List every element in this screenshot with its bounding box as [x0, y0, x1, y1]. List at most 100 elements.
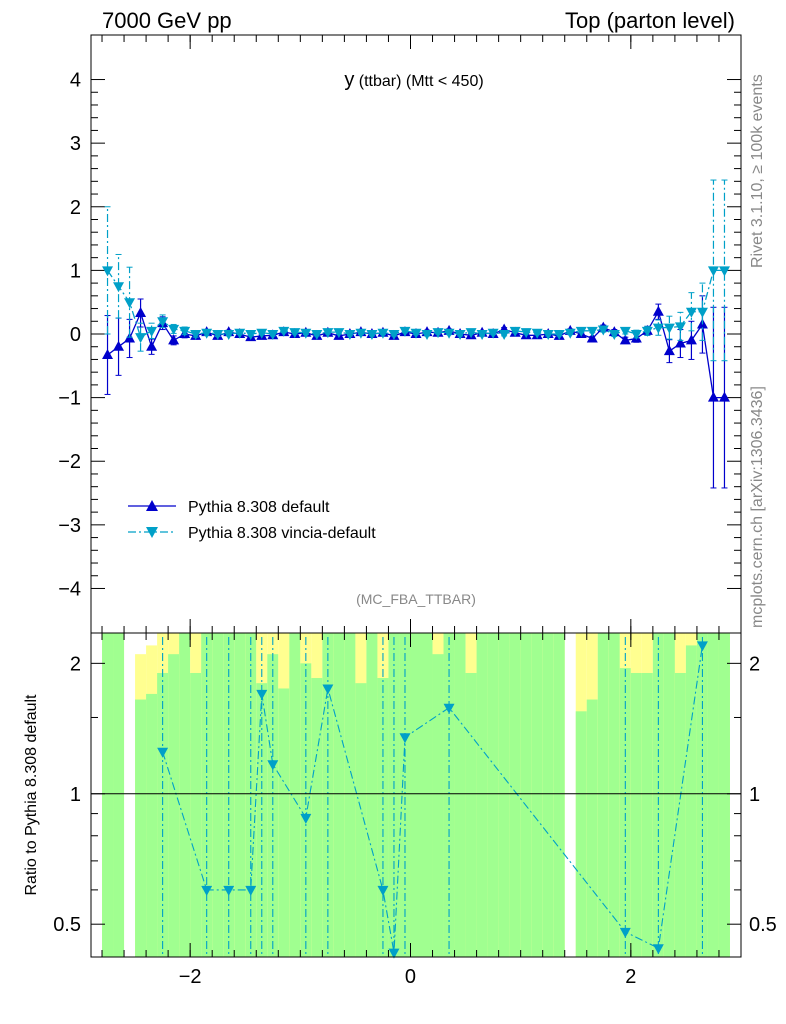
ratio-ytick-label-right: 0.5	[749, 914, 777, 936]
data-marker-1	[102, 266, 114, 277]
data-marker-1	[685, 307, 697, 318]
main-ytick-label: −1	[58, 388, 81, 410]
stat-band	[696, 633, 708, 957]
data-marker-0	[685, 334, 697, 345]
data-marker-1	[201, 328, 213, 339]
data-marker-0	[102, 348, 114, 359]
legend-marker-vincia	[146, 527, 158, 538]
stat-band	[267, 654, 279, 957]
ratio-marker	[443, 703, 455, 714]
ratio-ytick-label-left: 2	[70, 653, 81, 675]
stat-band	[575, 711, 587, 957]
data-marker-1	[630, 330, 642, 340]
data-marker-0	[663, 345, 675, 356]
data-marker-0	[113, 340, 125, 351]
ratio-marker	[245, 885, 257, 896]
legend-label-vincia: Pythia 8.308 vincia-default	[188, 525, 376, 542]
data-marker-1	[333, 328, 345, 339]
data-marker-1	[179, 326, 191, 337]
data-marker-1	[300, 328, 312, 339]
ratio-xtick-label: 2	[625, 966, 636, 988]
data-marker-1	[124, 298, 136, 309]
ratio-bands	[102, 633, 730, 957]
stat-band	[113, 633, 125, 957]
main-ytick-label: 3	[70, 133, 81, 155]
ratio-marker	[696, 641, 708, 652]
stat-band	[322, 633, 334, 957]
main-title: y (ttbar) (Mtt < 450)	[344, 69, 483, 91]
stat-band	[674, 672, 686, 957]
data-marker-1	[168, 324, 180, 335]
stat-band	[465, 672, 477, 957]
data-marker-1	[190, 330, 202, 340]
mcplots-label: mcplots.cern.ch [arXiv:1306.3436]	[749, 386, 766, 628]
ratio-ytick-label-right: 2	[749, 653, 760, 675]
data-marker-1	[608, 330, 620, 340]
ratio-ytick-label-left: 1	[70, 784, 81, 806]
main-ytick-label: −2	[58, 451, 81, 473]
data-marker-1	[487, 328, 499, 339]
stat-band	[454, 633, 466, 957]
main-ytick-label: −4	[58, 578, 81, 600]
ratio-marker	[652, 944, 664, 955]
stat-band	[531, 633, 543, 957]
ratio-xtick-label: −2	[179, 966, 202, 988]
stat-band	[410, 633, 422, 957]
stat-band	[300, 663, 312, 957]
stat-band	[223, 633, 235, 957]
data-marker-1	[410, 328, 422, 339]
data-marker-1	[135, 333, 147, 344]
data-marker-1	[388, 330, 400, 340]
data-marker-1	[289, 328, 301, 339]
data-marker-0	[718, 391, 730, 402]
stat-band	[663, 633, 675, 957]
series-line-1	[106, 269, 725, 339]
data-marker-0	[674, 337, 686, 348]
stat-band	[102, 633, 114, 957]
stat-band	[135, 699, 147, 957]
data-marker-1	[586, 326, 598, 337]
data-marker-0	[168, 334, 180, 345]
stat-band	[542, 633, 554, 957]
data-marker-1	[355, 328, 367, 339]
data-marker-1	[597, 325, 609, 336]
stat-band	[520, 633, 532, 957]
legend-marker-default	[146, 500, 158, 511]
stat-band	[168, 654, 180, 957]
main-ytick-label: 1	[70, 260, 81, 282]
data-marker-1	[267, 330, 279, 340]
data-marker-1	[696, 307, 708, 318]
data-marker-1	[212, 330, 224, 340]
ratio-axis-ticks: 0.5 0.5 1 1 2 2 −2 0 2	[53, 633, 777, 988]
data-marker-1	[421, 330, 433, 340]
stat-band	[553, 633, 565, 957]
data-marker-1	[652, 323, 664, 334]
main-axis-ticks: −4 −3 −2 −1 0 1 2 3 4	[58, 35, 741, 633]
stat-band	[608, 633, 620, 957]
ratio-marker	[322, 684, 334, 695]
data-marker-1	[157, 317, 169, 328]
stat-band	[201, 633, 213, 957]
stat-band	[388, 633, 400, 957]
stat-band	[509, 633, 521, 957]
data-marker-1	[278, 326, 290, 337]
data-marker-0	[586, 332, 598, 343]
stat-band	[619, 668, 631, 957]
data-marker-1	[377, 328, 389, 339]
data-marker-0	[135, 307, 147, 318]
stat-band	[652, 633, 664, 957]
rivet-label: Rivet 3.1.10, ≥ 100k events	[749, 74, 766, 268]
data-marker-1	[443, 328, 455, 339]
stat-band	[685, 645, 697, 957]
main-panel: y (ttbar) (Mtt < 450) (MC_FBA_TTBAR) −4−…	[58, 34, 742, 634]
ratio-marker	[256, 689, 268, 700]
header-right: Top (parton level)	[565, 8, 735, 33]
ratio-ylabel: Ratio to Pythia 8.308 default	[23, 694, 40, 896]
ratio-series-group	[91, 637, 741, 959]
data-marker-1	[542, 330, 554, 340]
data-marker-1	[718, 266, 730, 277]
main-series-group	[102, 179, 730, 489]
stat-band	[421, 633, 433, 957]
